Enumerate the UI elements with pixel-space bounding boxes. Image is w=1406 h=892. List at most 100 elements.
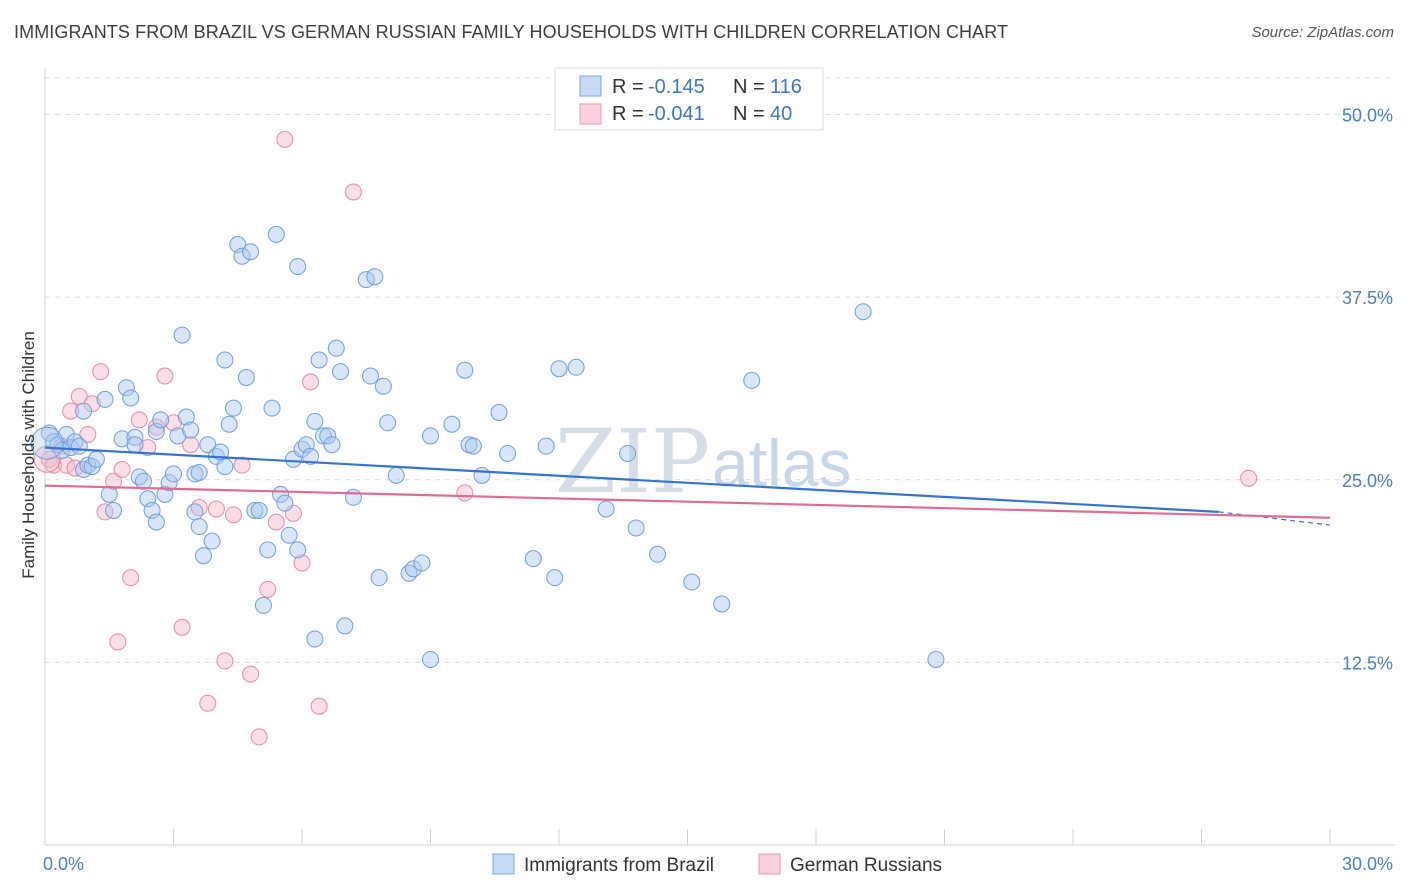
german-russians-point xyxy=(302,373,320,391)
brazil-point xyxy=(267,225,285,243)
brazil-point xyxy=(743,371,761,389)
brazil-trend-line xyxy=(44,446,1219,514)
german-russians-point xyxy=(293,554,311,572)
brazil-point xyxy=(332,363,350,381)
y-axis-label: Family Households with Children xyxy=(19,331,38,579)
brazil-point xyxy=(165,465,182,483)
brazil-point xyxy=(499,444,517,462)
brazil-point xyxy=(550,360,568,378)
brazil-point xyxy=(490,404,508,422)
brazil-point xyxy=(105,501,123,519)
german-russians-point xyxy=(456,484,474,502)
brazil-point xyxy=(173,326,191,344)
tick-labels: 12.5% 25.0% 37.5% 50.0% 0.0% 30.0% xyxy=(43,106,1393,874)
bottom-legend-swatch-brazil xyxy=(492,853,515,875)
legend-n-value-2: 40 xyxy=(770,103,792,125)
brazil-point xyxy=(203,532,221,550)
german-russians-point xyxy=(109,633,127,651)
brazil-point xyxy=(683,573,701,591)
brazil-point xyxy=(117,379,135,397)
brazil-point xyxy=(404,560,422,578)
german-russians-point xyxy=(83,395,101,413)
german-russians-point xyxy=(207,500,225,518)
brazil-point xyxy=(177,408,195,426)
y-tick-label: 37.5% xyxy=(1342,288,1393,308)
brazil-point xyxy=(152,411,170,429)
brazil-point xyxy=(456,361,474,379)
brazil-point xyxy=(237,368,255,386)
brazil-point xyxy=(927,650,945,668)
legend-r-label-2: R = xyxy=(612,103,644,125)
german-russians-point xyxy=(216,652,234,670)
german-russians-point xyxy=(276,130,294,148)
brazil-point xyxy=(597,500,615,518)
brazil-point xyxy=(70,437,88,455)
brazil-point xyxy=(87,450,105,468)
y-tick-label: 12.5% xyxy=(1342,653,1393,673)
brazil-point xyxy=(216,458,234,476)
brazil-point xyxy=(314,427,332,445)
german-russians-point xyxy=(233,456,251,474)
brazil-point xyxy=(199,436,217,454)
brazil-point xyxy=(387,466,405,484)
brazil-point xyxy=(289,541,307,559)
brazil-point xyxy=(370,569,388,587)
brazil-point xyxy=(280,526,298,544)
brazil-point xyxy=(306,630,324,648)
brazil-point xyxy=(242,243,260,261)
watermark-zip: ZIP xyxy=(555,410,710,513)
brazil-point xyxy=(306,412,324,430)
brazil-point xyxy=(276,494,294,512)
brazil-point xyxy=(100,485,118,503)
legend-r-value-2: -0.041 xyxy=(648,103,705,125)
brazil-point xyxy=(344,488,362,506)
german-russians-point xyxy=(139,439,157,457)
brazil-point xyxy=(216,351,234,369)
brazil-point xyxy=(379,414,397,432)
german-russians-point xyxy=(310,697,328,715)
brazil-point xyxy=(122,389,140,407)
german-russians-point xyxy=(45,456,63,474)
brazil-point xyxy=(319,427,337,445)
legend-r-value-1: -0.145 xyxy=(648,76,705,98)
brazil-point xyxy=(160,474,178,492)
brazil-point xyxy=(443,415,461,433)
brazil-point xyxy=(246,501,264,519)
brazil-point xyxy=(627,519,645,537)
brazil-point xyxy=(473,466,491,484)
brazil-point xyxy=(75,402,93,420)
legend-swatch-brazil xyxy=(579,75,602,97)
y-tick-label: 25.0% xyxy=(1342,471,1393,491)
german-russians-point xyxy=(344,183,362,201)
german-russians-point xyxy=(224,506,242,524)
brazil-point xyxy=(254,596,272,614)
german-russians-point xyxy=(105,472,123,490)
brazil-point xyxy=(854,303,872,321)
chart-title: IMMIGRANTS FROM BRAZIL VS GERMAN RUSSIAN… xyxy=(14,22,1009,42)
german-russians-point xyxy=(66,459,84,477)
brazil-point xyxy=(546,569,564,587)
x-tick-label: 0.0% xyxy=(43,854,84,874)
german-russians-point xyxy=(259,580,277,598)
german-russians-point xyxy=(122,569,140,587)
brazil-point xyxy=(524,550,542,568)
brazil-point xyxy=(135,472,153,490)
x-tick-label: 30.0% xyxy=(1342,854,1393,874)
brazil-point xyxy=(310,351,328,369)
brazil-points xyxy=(30,225,945,668)
source-label: Source: ZipAtlas.com xyxy=(1251,24,1394,41)
brazil-point xyxy=(713,595,731,613)
german-russians-points xyxy=(33,130,1258,746)
brazil-point xyxy=(259,541,277,559)
brazil-point xyxy=(336,617,354,635)
german-russians-point xyxy=(250,728,268,746)
brazil-point xyxy=(233,247,251,265)
brazil-point xyxy=(186,503,204,521)
german-russians-point xyxy=(242,665,260,683)
brazil-point xyxy=(374,377,392,395)
brazil-point xyxy=(190,518,208,536)
german-russians-point xyxy=(267,513,285,531)
brazil-point xyxy=(147,513,165,531)
legend-n-label-2: N = xyxy=(733,103,765,125)
